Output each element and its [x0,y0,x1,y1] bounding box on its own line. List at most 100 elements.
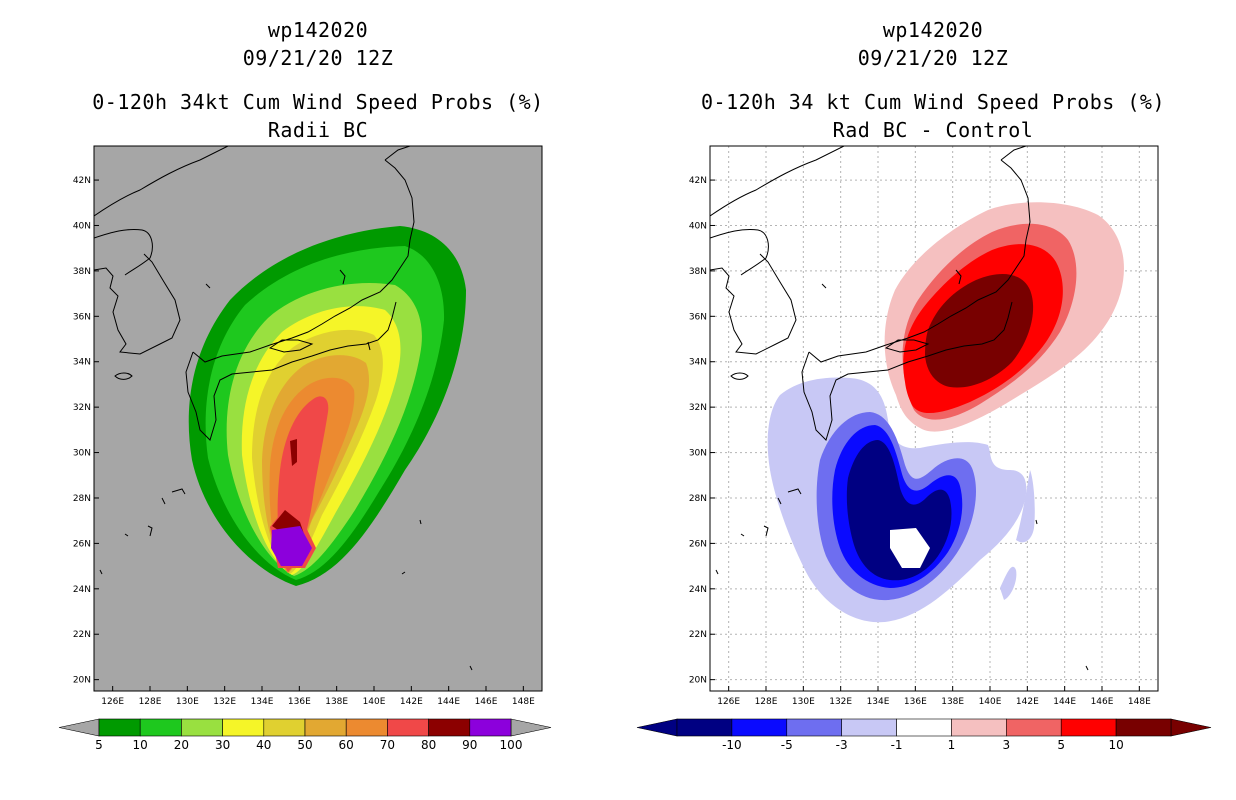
left-colorbar-label: 60 [339,738,354,752]
right-y-tick-label: 32N [689,403,707,413]
left-y-tick-label: 40N [73,221,91,231]
left-x-tick-label: 142E [400,697,423,707]
right-coastlines [710,146,1089,671]
left-colorbar-swatch [222,718,265,737]
left-x-tick-label: 146E [475,697,498,707]
right-title-storm: wp142020 [882,18,984,42]
right-x-tick-label: 132E [829,697,852,707]
left-title-subtitle: Radii BC [267,118,369,142]
right-y-tick-label: 28N [689,494,707,504]
left-y-tick-label: 36N [73,312,91,322]
right-colorbar-label: 10 [1108,738,1123,752]
right-colorbar-swatch [1006,718,1062,737]
right-contour-neg-1-east [1016,470,1035,543]
right-contour-neg-1-tail [1000,566,1017,600]
right-colorbar: -10 -5 -3 -1 1 3 5 10 [636,718,1212,752]
right-y-tick-label: 38N [689,267,707,277]
right-x-tick-label: 128E [755,697,778,707]
right-x-tick-label: 140E [979,697,1002,707]
right-colorbar-swatch [1115,718,1172,737]
left-x-tick-label: 144E [437,697,460,707]
left-colorbar-label: 70 [380,738,395,752]
right-title-product: 0-120h 34 kt Cum Wind Speed Probs (%) [700,90,1166,114]
left-colorbar-label: 5 [95,738,103,752]
left-x-tick-label: 148E [512,697,535,707]
right-y-axis: 20N 22N 24N 26N 28N 30N 32N 34N 36N 38N 40N 42N [689,176,715,686]
right-x-tick-label: 142E [1016,697,1039,707]
left-y-tick-label: 28N [73,494,91,504]
left-colorbar-swatch [181,718,223,737]
left-colorbar-label: 40 [256,738,271,752]
right-x-tick-label: 126E [717,697,740,707]
left-colorbar-label: 20 [174,738,189,752]
right-x-tick-label: 146E [1091,697,1114,707]
left-y-tick-label: 24N [73,585,91,595]
left-title-storm: wp142020 [267,18,369,42]
left-x-tick-label: 140E [363,697,386,707]
right-x-tick-label: 144E [1053,697,1076,707]
left-x-axis: 126E 128E 130E 132E 134E 136E 138E 140E 142E 144E… [101,686,535,707]
right-x-tick-label: 138E [941,697,964,707]
left-y-axis: 20N 22N 24N 26N 28N 30N 32N 34N 36N 38N 40N 42N [73,176,99,686]
left-colorbar-min-arrow [58,718,100,737]
left-colorbar-label: 80 [421,738,436,752]
right-x-tick-label: 136E [904,697,927,707]
left-colorbar-swatch [98,718,141,737]
left-coastlines [94,146,473,671]
left-colorbar-swatch [428,718,471,737]
right-y-tick-label: 26N [689,539,707,549]
right-map-frame [709,145,1159,692]
right-colorbar-swatch [786,718,842,737]
left-x-tick-label: 134E [251,697,274,707]
right-colorbar-swatch [676,718,733,737]
right-colorbar-min-arrow [636,718,678,737]
left-x-tick-label: 138E [325,697,348,707]
left-colorbar-max-arrow [510,718,552,737]
right-y-tick-label: 40N [689,221,707,231]
left-y-tick-label: 38N [73,267,91,277]
right-y-tick-label: 36N [689,312,707,322]
left-x-tick-label: 130E [176,697,199,707]
right-colorbar-label: -3 [836,738,848,752]
left-colorbar-swatch [263,718,306,737]
right-colorbar-swatch [1060,718,1117,737]
left-title-product: 0-120h 34kt Cum Wind Speed Probs (%) [92,90,544,114]
right-contour-neg-hole [890,528,930,568]
right-colorbar-swatch [841,718,897,737]
right-colorbar-label: 1 [948,738,956,752]
right-title-subtitle: Rad BC - Control [832,118,1034,142]
left-colorbar: 5 10 20 30 40 50 60 70 80 90 100 [58,718,552,752]
right-colorbar-max-arrow [1170,718,1212,737]
left-y-tick-label: 34N [73,358,91,368]
right-colorbar-label: -1 [891,738,903,752]
right-x-tick-label: 134E [867,697,890,707]
right-y-tick-label: 42N [689,176,707,186]
left-y-tick-label: 20N [73,676,91,686]
right-y-tick-label: 22N [689,630,707,640]
left-colorbar-swatch [304,718,347,737]
left-y-tick-label: 22N [73,630,91,640]
right-colorbar-swatch [896,718,952,737]
right-y-tick-label: 24N [689,585,707,595]
right-colorbar-swatch [731,718,788,737]
left-colorbar-label: 30 [215,738,230,752]
left-colorbar-swatch [345,718,388,737]
left-y-tick-label: 32N [73,403,91,413]
right-y-tick-label: 30N [689,449,707,459]
left-x-tick-label: 126E [101,697,124,707]
right-colorbar-swatch [951,718,1007,737]
left-colorbar-swatch [469,718,512,737]
right-x-axis: 126E 128E 130E 132E 134E 136E 138E 140E 142E 144E… [717,686,1151,707]
left-y-tick-label: 26N [73,539,91,549]
left-x-tick-label: 128E [139,697,162,707]
left-contour-90-patch [290,439,297,466]
left-y-tick-label: 42N [73,176,91,186]
right-x-tick-label: 130E [792,697,815,707]
left-contour-100 [271,526,312,566]
left-title-datetime: 09/21/20 12Z [242,46,394,70]
left-colorbar-label: 50 [297,738,312,752]
right-colorbar-label: 5 [1057,738,1065,752]
left-map-frame [93,145,543,692]
left-x-tick-label: 136E [288,697,311,707]
left-y-tick-label: 30N [73,449,91,459]
